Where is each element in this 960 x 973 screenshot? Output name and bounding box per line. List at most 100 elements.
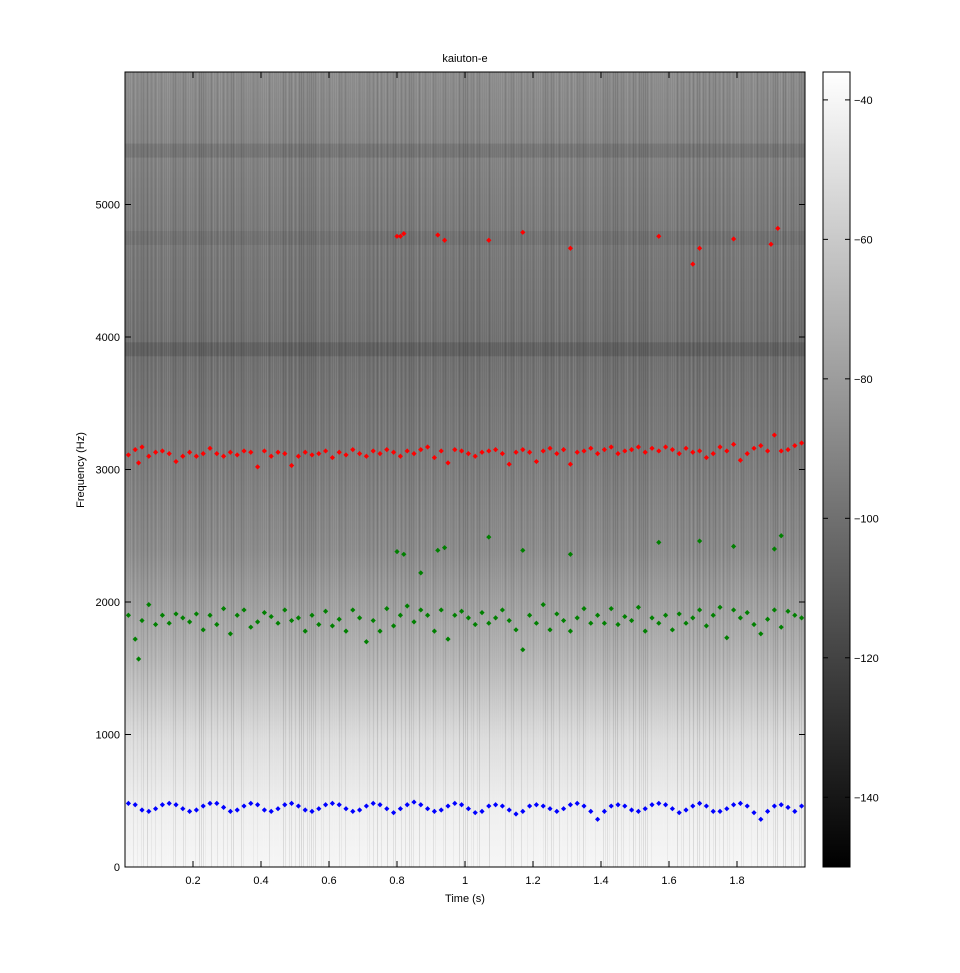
data-point: [275, 449, 281, 455]
data-point: [187, 449, 193, 455]
spectrogram-stripe: [521, 72, 522, 867]
data-point: [248, 449, 254, 455]
data-point: [289, 462, 295, 469]
spectrogram-stripe: [715, 72, 716, 867]
spectrogram-stripe: [341, 72, 342, 867]
spectrogram-stripe: [415, 72, 416, 867]
data-point: [717, 808, 723, 814]
spectrogram-stripe: [621, 72, 622, 867]
data-point: [445, 460, 451, 466]
data-point: [758, 631, 764, 637]
spectrogram-stripe: [189, 72, 190, 867]
spectrogram-stripe: [551, 72, 552, 867]
data-point: [574, 615, 580, 621]
spectrogram-stripe: [741, 72, 742, 867]
spectrogram-stripe: [461, 72, 462, 867]
spectrogram-stripe: [437, 72, 438, 867]
spectrogram-stripe: [739, 72, 740, 867]
data-point: [363, 453, 369, 459]
colorbar-tick-label: −120: [854, 653, 879, 665]
data-point: [329, 454, 335, 461]
colorbar-tick-label: −60: [854, 234, 873, 246]
data-point: [350, 447, 356, 453]
spectrogram-stripe: [169, 72, 170, 867]
data-point: [268, 808, 274, 814]
data-point: [697, 800, 703, 806]
spectrogram-stripe: [649, 72, 650, 867]
spectrogram-stripe: [343, 72, 344, 867]
spectrogram-stripe: [503, 72, 504, 867]
data-point: [506, 617, 512, 624]
spectrogram-stripe: [705, 72, 706, 867]
data-point: [561, 806, 567, 812]
spectrogram-stripe: [339, 72, 340, 867]
spectrogram-stripe: [287, 72, 288, 867]
data-point: [513, 627, 519, 633]
data-point: [336, 449, 342, 455]
data-point: [377, 451, 383, 457]
spectrogram-stripe: [579, 72, 580, 867]
spectrogram-stripe: [573, 72, 574, 867]
data-point: [404, 603, 410, 609]
data-point: [391, 623, 397, 629]
spectrogram-stripe: [615, 72, 616, 867]
spectrogram-stripe: [469, 72, 470, 867]
spectrogram-stripe: [279, 72, 280, 867]
data-point: [200, 627, 206, 633]
data-point: [710, 612, 716, 618]
data-point: [513, 811, 519, 817]
spectrogram-stripe: [543, 72, 544, 867]
spectrogram-stripe: [373, 72, 374, 867]
data-point: [187, 808, 193, 814]
spectrogram-stripe: [647, 72, 648, 867]
data-point: [146, 453, 152, 459]
data-point: [394, 233, 400, 239]
spectrogram-stripe: [143, 72, 144, 867]
spectrogram-stripe: [793, 72, 794, 867]
data-point: [656, 448, 662, 454]
data-point: [792, 808, 798, 814]
spectrogram-stripe: [775, 72, 776, 867]
spectrogram-stripe: [537, 72, 538, 867]
spectrogram-stripe: [349, 72, 350, 867]
spectrogram-stripe: [379, 72, 380, 867]
data-point: [391, 449, 397, 455]
colorbar-frame: [822, 71, 851, 868]
spectrogram-stripe: [691, 72, 692, 867]
spectrogram-stripe: [299, 72, 300, 867]
spectrogram-stripe: [473, 72, 474, 867]
data-point: [724, 635, 730, 641]
data-point: [136, 460, 142, 466]
spectrogram-stripe: [419, 72, 420, 867]
data-point: [778, 802, 784, 808]
colorbar-tick-label: −40: [854, 95, 873, 107]
spectrogram-stripe: [605, 72, 606, 867]
data-point: [547, 806, 553, 812]
spectrogram-stripe: [569, 72, 570, 867]
data-point: [697, 245, 703, 251]
y-tick-label: 4000: [96, 332, 120, 344]
spectrogram-stripe: [209, 72, 210, 867]
spectrogram-stripe: [613, 72, 614, 867]
spectrogram-stripe: [207, 72, 208, 867]
data-point: [527, 612, 533, 618]
data-point: [261, 807, 267, 813]
spectrogram-stripe: [309, 72, 310, 867]
data-point: [431, 454, 437, 461]
data-point: [799, 615, 805, 621]
spectrogram: [125, 72, 805, 867]
data-point: [289, 617, 295, 624]
spectrogram-stripe: [131, 72, 132, 867]
series-3: [125, 225, 805, 470]
spectrogram-stripe: [633, 72, 634, 867]
spectrogram-stripe: [645, 72, 646, 867]
spectrogram-stripe: [149, 72, 150, 867]
data-point: [486, 620, 492, 626]
data-point: [452, 447, 458, 453]
spectrogram-stripe: [749, 72, 750, 867]
data-point: [459, 608, 465, 614]
data-point: [350, 607, 356, 613]
spectrogram-stripe: [561, 72, 562, 867]
data-point: [588, 620, 594, 626]
